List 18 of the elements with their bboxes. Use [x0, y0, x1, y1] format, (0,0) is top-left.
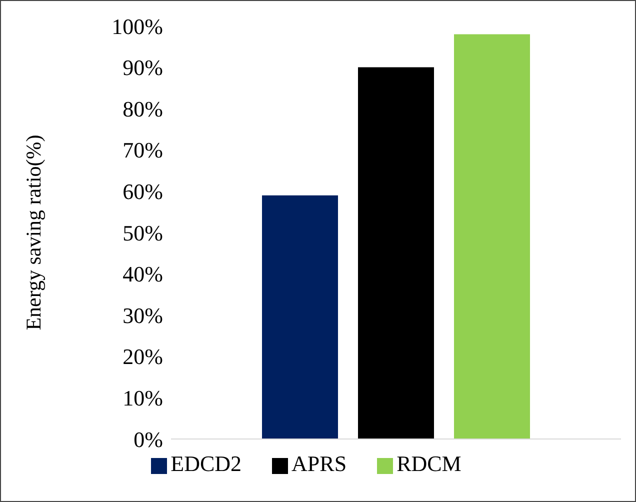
y-tick-label: 30%: [122, 302, 163, 328]
y-tick-label: 10%: [122, 386, 163, 411]
y-axis-title: Energy saving ratio(%): [21, 134, 46, 330]
bar: [262, 195, 338, 439]
y-tick-label: 60%: [122, 179, 163, 204]
y-tick-label: 50%: [122, 220, 163, 246]
legend-label: RDCM: [396, 451, 462, 476]
bar: [358, 67, 434, 439]
bar: [454, 34, 530, 439]
y-tick-label: 100%: [112, 14, 163, 39]
y-tick-label: 40%: [122, 262, 163, 287]
legend-label: APRS: [292, 451, 347, 476]
y-tick-label: 80%: [122, 96, 163, 122]
y-tick-label: 20%: [122, 344, 163, 370]
y-tick-label: 90%: [122, 55, 163, 80]
legend-label: EDCD2: [170, 451, 242, 476]
y-tick-label: 70%: [122, 138, 163, 163]
y-tick-label: 0%: [134, 426, 163, 452]
